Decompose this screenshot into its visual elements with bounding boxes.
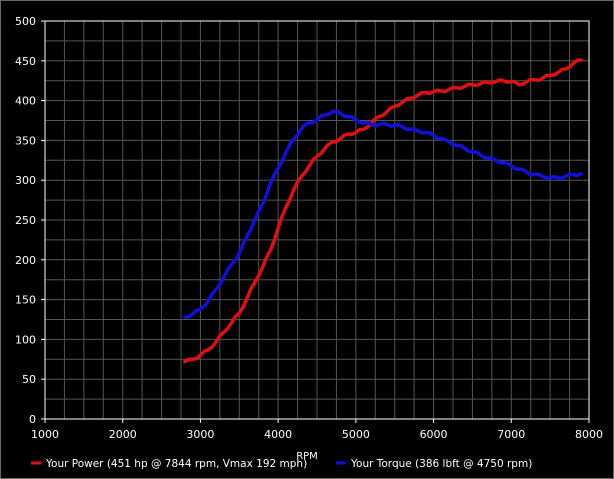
- y-tick-label: 300: [15, 174, 36, 187]
- series-layer: [183, 58, 583, 364]
- y-tick-label: 200: [15, 254, 36, 267]
- y-tick-label: 350: [15, 134, 36, 147]
- x-tick-label: 5000: [342, 428, 370, 441]
- axis-ticks: 1000 2000 3000 4000 5000 6000 7000 8000 0 50 100 15…: [15, 15, 603, 441]
- x-tick-label: 7000: [497, 428, 525, 441]
- y-tick-label: 150: [15, 294, 36, 307]
- y-tick-label: 450: [15, 55, 36, 68]
- x-tick-label: 1000: [31, 428, 59, 441]
- gridlines: [44, 20, 590, 420]
- x-tick-label: 8000: [575, 428, 603, 441]
- x-tick-label: 4000: [264, 428, 292, 441]
- x-tick-label: 6000: [420, 428, 448, 441]
- x-tick-label: 2000: [109, 428, 137, 441]
- x-tick-label: 3000: [186, 428, 214, 441]
- x-axis-label: RPM: [296, 451, 318, 462]
- y-tick-label: 400: [15, 95, 36, 108]
- legend-label: Your Power (451 hp @ 7844 rpm, Vmax 192 …: [45, 458, 307, 470]
- series-line-power: [183, 58, 583, 364]
- series-line-torque: [183, 109, 583, 319]
- y-tick-label: 50: [22, 373, 36, 386]
- legend-label: Your Torque (386 lbft @ 4750 rpm): [350, 458, 532, 470]
- y-tick-label: 100: [15, 333, 36, 346]
- y-tick-label: 500: [15, 15, 36, 28]
- legend: Your Power (451 hp @ 7844 rpm, Vmax 192 …: [31, 458, 532, 470]
- y-tick-label: 250: [15, 214, 36, 227]
- y-tick-label: 0: [29, 413, 36, 426]
